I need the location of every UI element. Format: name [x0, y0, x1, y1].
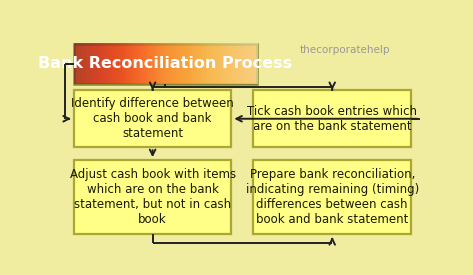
FancyBboxPatch shape [74, 43, 257, 84]
Text: Adjust cash book with items
which are on the bank
statement, but not in cash
boo: Adjust cash book with items which are on… [70, 168, 236, 226]
Text: thecorporatehelp: thecorporatehelp [300, 45, 390, 55]
Text: Tick cash book entries which
are on the bank statement: Tick cash book entries which are on the … [247, 105, 417, 133]
FancyBboxPatch shape [254, 160, 411, 234]
Text: Prepare bank reconciliation,
indicating remaining (timing)
differences between c: Prepare bank reconciliation, indicating … [245, 168, 419, 226]
FancyBboxPatch shape [74, 90, 231, 147]
Text: Bank Reconciliation Process: Bank Reconciliation Process [38, 56, 292, 71]
FancyBboxPatch shape [254, 90, 411, 147]
Text: Identify difference between
cash book and bank
statement: Identify difference between cash book an… [71, 97, 234, 140]
FancyBboxPatch shape [74, 160, 231, 234]
